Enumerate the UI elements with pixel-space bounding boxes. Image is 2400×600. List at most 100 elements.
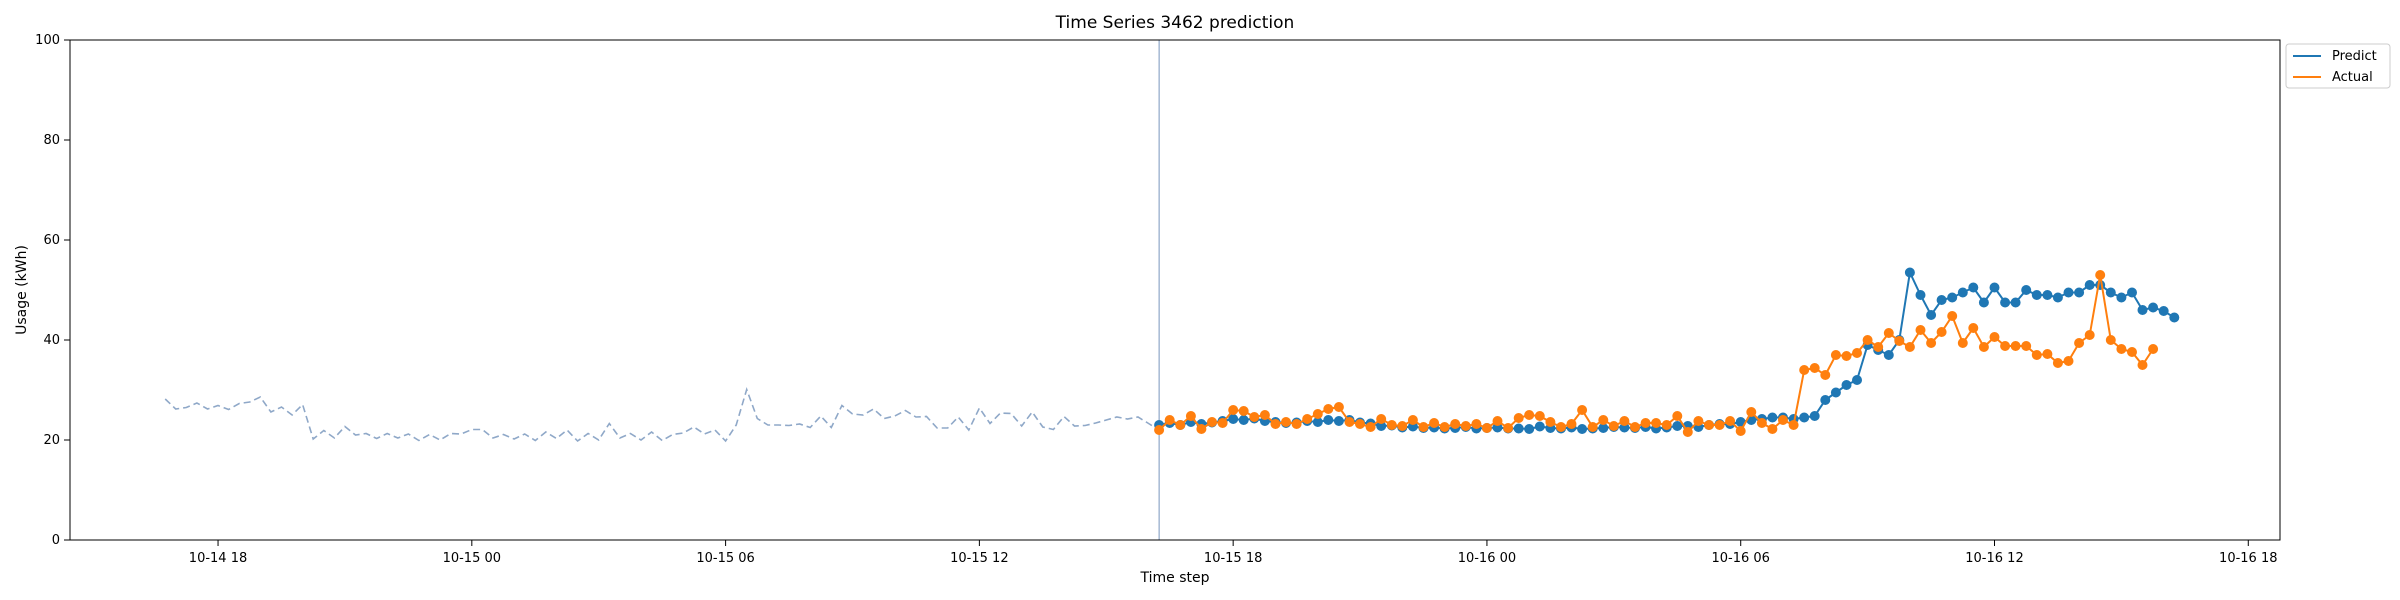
actual-point [1746, 407, 1757, 417]
actual-point [1270, 419, 1281, 429]
actual-point [1481, 423, 1492, 433]
actual-point [1545, 417, 1556, 427]
actual-point [1767, 424, 1778, 434]
x-tick-label: 10-15 06 [696, 551, 754, 566]
actual-point [2042, 349, 2053, 359]
actual-point [1947, 311, 1958, 321]
predict-point [1830, 387, 1841, 398]
predict-point [2031, 290, 2042, 300]
actual-point [1936, 327, 1947, 337]
predict-point [1524, 424, 1535, 434]
actual-point [1238, 406, 1249, 416]
y-tick-label: 20 [43, 433, 60, 448]
predict-point [1333, 416, 1344, 426]
predict-point [1809, 411, 1820, 421]
y-tick-label: 0 [52, 533, 60, 548]
predict-point [2105, 287, 2116, 298]
actual-point [1291, 419, 1302, 429]
predict-point [2042, 290, 2053, 300]
predict-point [1228, 414, 1239, 424]
actual-point [1968, 323, 1979, 333]
predict-point [1978, 297, 1989, 308]
actual-point [2148, 344, 2159, 354]
predict-point [2000, 297, 2011, 308]
predict-point [1947, 292, 1958, 303]
actual-point [2074, 338, 2085, 348]
predict-point [1915, 290, 1926, 300]
legend-predict-label: Predict [2332, 49, 2377, 64]
predict-point [1534, 421, 1545, 432]
actual-point [1714, 420, 1725, 430]
actual-point [2063, 356, 2074, 366]
actual-point [1429, 418, 1440, 428]
actual-point [1259, 410, 1270, 420]
predict-point [1799, 412, 1810, 423]
actual-point [1926, 338, 1937, 348]
actual-point [1735, 426, 1746, 436]
actual-point [1904, 342, 1915, 352]
predict-point [1904, 267, 1915, 278]
predict-point [2095, 280, 2106, 290]
predict-point [1513, 423, 1524, 434]
predict-point [1323, 415, 1334, 425]
actual-point [2000, 341, 2011, 351]
x-tick-label: 10-15 18 [1204, 551, 1262, 566]
actual-point [1355, 419, 1365, 429]
actual-point [1587, 422, 1598, 432]
actual-point [1460, 421, 1471, 431]
actual-point [1503, 423, 1514, 433]
predict-point [2127, 287, 2137, 298]
x-tick-label: 10-16 06 [1711, 551, 1769, 566]
actual-point [1492, 416, 1503, 426]
actual-point [1682, 427, 1693, 437]
actual-point [1450, 419, 1461, 429]
actual-point [1566, 419, 1577, 429]
actual-point [1809, 363, 1820, 373]
x-tick-label: 10-15 00 [443, 551, 501, 566]
actual-point [1672, 411, 1683, 421]
actual-point [1693, 416, 1704, 426]
predict-point [1767, 412, 1778, 423]
predict-point [2158, 306, 2169, 316]
predict-point [1957, 287, 1968, 298]
predict-point [1238, 415, 1249, 425]
actual-point [1534, 411, 1545, 421]
actual-point [1640, 418, 1651, 428]
actual-point [1207, 417, 1217, 427]
actual-point [1185, 411, 1196, 421]
actual-point [1704, 420, 1714, 430]
predict-point [2169, 312, 2180, 323]
actual-point [1725, 416, 1736, 426]
predict-point [1989, 282, 2000, 293]
predict-point [2148, 302, 2159, 313]
actual-point [2010, 341, 2021, 351]
actual-point [1217, 418, 1228, 428]
actual-point [1302, 414, 1313, 424]
actual-point [1323, 404, 1334, 414]
predict-point [1926, 310, 1937, 320]
y-axis-label: Usage (kWh) [14, 245, 30, 335]
actual-point [1841, 351, 1852, 361]
predict-point [1577, 424, 1588, 434]
actual-point [1788, 420, 1799, 430]
actual-point [1175, 420, 1186, 430]
x-tick-label: 10-15 12 [950, 551, 1008, 566]
actual-point [2052, 358, 2063, 368]
actual-point [1513, 413, 1524, 423]
history-line [164, 386, 1171, 443]
plot-frame [69, 39, 2281, 541]
actual-point [2084, 330, 2095, 340]
predict-point [1968, 282, 1979, 293]
actual-point [1365, 422, 1376, 432]
actual-point [1630, 422, 1640, 432]
actual-point [1957, 338, 1968, 348]
actual-point [1333, 402, 1344, 412]
actual-point [1471, 419, 1482, 429]
legend: Predict Actual [2285, 43, 2391, 89]
predict-point [2063, 287, 2074, 298]
actual-point [1228, 405, 1239, 415]
actual-point [1376, 414, 1387, 424]
actual-point [1312, 409, 1323, 419]
y-tick-label: 40 [43, 333, 60, 348]
